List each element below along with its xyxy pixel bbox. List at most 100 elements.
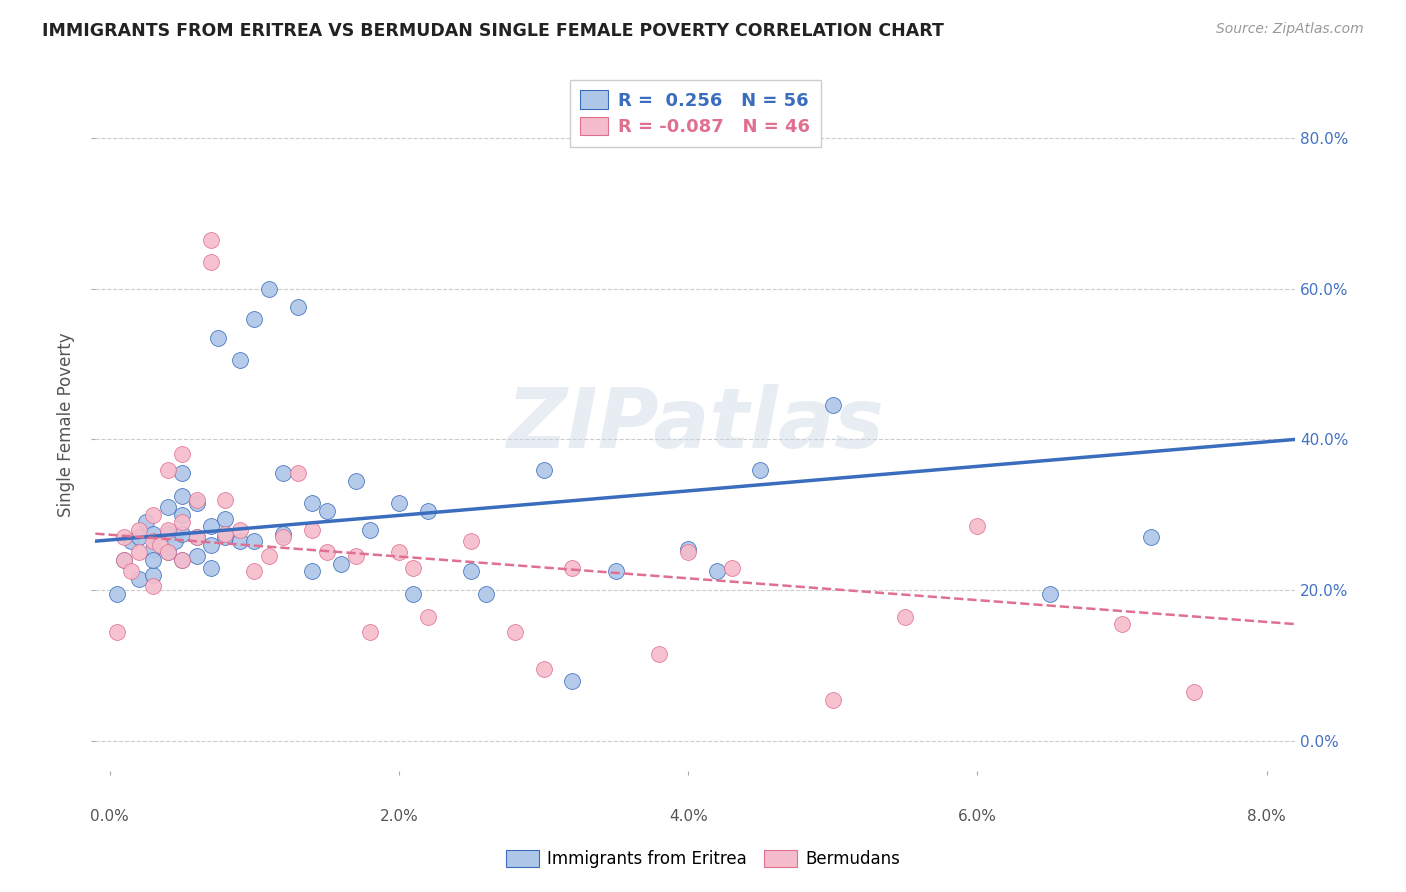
Point xyxy=(1140,530,1163,544)
Point xyxy=(533,462,555,476)
Point xyxy=(257,549,280,564)
Point xyxy=(186,492,208,507)
Point xyxy=(142,568,165,582)
Point xyxy=(271,530,294,544)
Point xyxy=(605,565,627,579)
Point xyxy=(112,553,135,567)
Point xyxy=(315,545,337,559)
Point xyxy=(257,282,280,296)
Point xyxy=(112,553,135,567)
Point xyxy=(170,553,193,567)
Point xyxy=(344,549,367,564)
Point xyxy=(533,662,555,676)
Point xyxy=(121,565,143,579)
Point xyxy=(170,467,193,481)
Point xyxy=(214,526,236,541)
Point xyxy=(966,519,988,533)
Point xyxy=(229,523,252,537)
Text: 8.0%: 8.0% xyxy=(1247,809,1286,824)
Point xyxy=(128,523,150,537)
Point xyxy=(1039,587,1062,601)
Point xyxy=(170,489,193,503)
Text: 4.0%: 4.0% xyxy=(669,809,707,824)
Point xyxy=(676,545,699,559)
Point xyxy=(388,545,411,559)
Point xyxy=(561,560,583,574)
Point xyxy=(128,545,150,559)
Point xyxy=(301,523,323,537)
Point xyxy=(163,534,186,549)
Point xyxy=(112,530,135,544)
Point xyxy=(894,609,917,624)
Point xyxy=(200,538,222,552)
Point xyxy=(402,587,425,601)
Point xyxy=(706,565,728,579)
Point xyxy=(142,526,165,541)
Point xyxy=(460,565,482,579)
Point xyxy=(1111,617,1133,632)
Point xyxy=(821,399,844,413)
Point xyxy=(344,474,367,488)
Point xyxy=(720,560,742,574)
Point xyxy=(186,496,208,510)
Point xyxy=(142,579,165,593)
Point xyxy=(359,523,381,537)
Point xyxy=(229,353,252,368)
Point xyxy=(200,233,222,247)
Point xyxy=(243,534,266,549)
Text: 6.0%: 6.0% xyxy=(957,809,997,824)
Y-axis label: Single Female Poverty: Single Female Poverty xyxy=(58,332,75,516)
Point xyxy=(142,553,165,567)
Point xyxy=(301,565,323,579)
Point xyxy=(170,516,193,530)
Point xyxy=(561,673,583,688)
Point xyxy=(128,572,150,586)
Point xyxy=(200,560,222,574)
Point xyxy=(186,530,208,544)
Point xyxy=(359,624,381,639)
Point xyxy=(460,534,482,549)
Point xyxy=(648,647,671,661)
Text: Source: ZipAtlas.com: Source: ZipAtlas.com xyxy=(1216,22,1364,37)
Point xyxy=(821,692,844,706)
Text: IMMIGRANTS FROM ERITREA VS BERMUDAN SINGLE FEMALE POVERTY CORRELATION CHART: IMMIGRANTS FROM ERITREA VS BERMUDAN SING… xyxy=(42,22,943,40)
Legend: R =  0.256   N = 56, R = -0.087   N = 46: R = 0.256 N = 56, R = -0.087 N = 46 xyxy=(569,79,821,147)
Point xyxy=(156,545,179,559)
Point xyxy=(271,467,294,481)
Point xyxy=(142,508,165,522)
Text: 0.0%: 0.0% xyxy=(90,809,129,824)
Point xyxy=(271,526,294,541)
Point xyxy=(474,587,496,601)
Point xyxy=(186,530,208,544)
Point xyxy=(749,462,772,476)
Point xyxy=(301,496,323,510)
Point xyxy=(186,549,208,564)
Point xyxy=(156,523,179,537)
Point xyxy=(416,609,439,624)
Legend: Immigrants from Eritrea, Bermudans: Immigrants from Eritrea, Bermudans xyxy=(499,843,907,875)
Point xyxy=(229,534,252,549)
Point xyxy=(128,530,150,544)
Point xyxy=(214,492,236,507)
Point xyxy=(207,330,229,344)
Point xyxy=(676,541,699,556)
Point xyxy=(142,534,165,549)
Point xyxy=(105,587,128,601)
Point xyxy=(142,541,165,556)
Point xyxy=(156,500,179,515)
Point xyxy=(287,301,309,315)
Point xyxy=(214,511,236,525)
Point xyxy=(156,526,179,541)
Point xyxy=(170,508,193,522)
Point xyxy=(388,496,411,510)
Point xyxy=(402,560,425,574)
Point xyxy=(416,504,439,518)
Point xyxy=(330,557,353,571)
Point xyxy=(170,526,193,541)
Point xyxy=(503,624,526,639)
Point xyxy=(200,255,222,269)
Point xyxy=(170,553,193,567)
Point xyxy=(121,534,143,549)
Point xyxy=(156,545,179,559)
Text: ZIPatlas: ZIPatlas xyxy=(506,384,884,465)
